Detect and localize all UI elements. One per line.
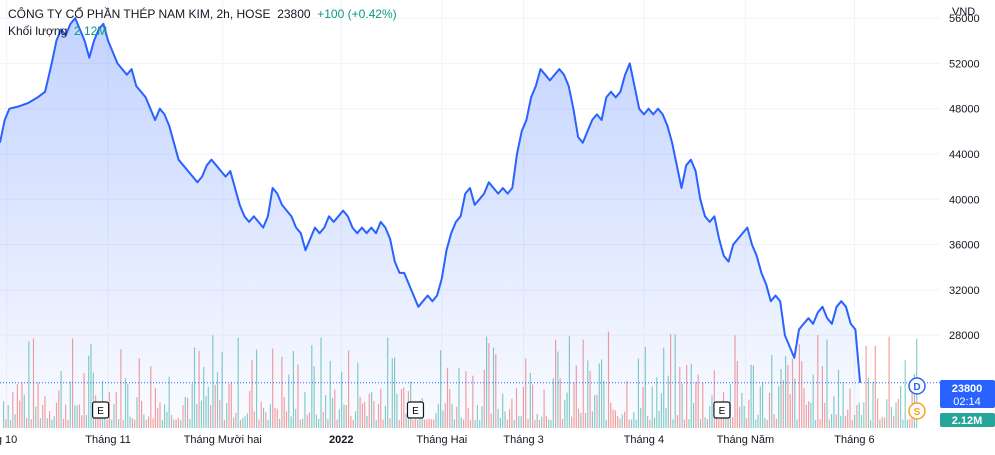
volume-bar (867, 377, 869, 428)
legend-symbol-row: CÔNG TY CỔ PHẦN THÉP NAM KIM, 2h, HOSE 2… (8, 6, 397, 23)
earnings-marker-box (713, 401, 731, 419)
split-marker-circle (908, 402, 926, 420)
legend-last-price: 23800 (277, 7, 311, 21)
volume-bar (881, 416, 883, 428)
y-axis[interactable]: 28000 32000 36000 40000 44000 48000 52000 56000 (949, 13, 980, 342)
volume-bar (902, 419, 904, 428)
volume-bar (904, 360, 906, 428)
legend-volume-value: 2.12M (73, 24, 108, 38)
volume-tag-value: 2.12M (952, 415, 983, 427)
currency-label: VND (952, 6, 976, 18)
price-tag-countdown: 02:14 (953, 396, 981, 408)
x-tick-label: Tháng 4 (624, 434, 664, 446)
earnings-marker[interactable]: E (406, 401, 425, 419)
price-tag: 23800 02:14 (940, 380, 995, 408)
volume-bar (883, 417, 886, 428)
volume-bar (897, 398, 899, 428)
earnings-marker[interactable]: E (91, 401, 110, 419)
volume-bar (863, 402, 865, 428)
split-marker-letter: S (914, 407, 921, 418)
earnings-marker-box (91, 401, 110, 419)
y-tick-label: 48000 (949, 104, 980, 116)
earnings-marker[interactable]: E (713, 401, 731, 419)
volume-tag: 2.12M (940, 413, 995, 427)
dividend-marker-circle (908, 377, 926, 395)
y-tick-label: 36000 (949, 240, 980, 252)
earnings-marker-letter: E (97, 406, 104, 417)
x-axis[interactable]: g 10 Tháng 11 Tháng Mười hai 2022 Tháng Hai T… (0, 434, 875, 446)
volume-tag-box (940, 413, 995, 427)
volume-bar (906, 419, 909, 428)
x-tick-label: g 10 (0, 434, 17, 446)
price-tag-price: 23800 (952, 383, 983, 395)
split-marker[interactable]: S (908, 402, 926, 420)
volume-bar (879, 419, 881, 428)
price-tag-box (940, 380, 995, 408)
x-tick-label: Tháng Hai (416, 434, 467, 446)
volume-bar (909, 418, 911, 428)
y-tick-label: 44000 (949, 149, 980, 161)
earnings-marker-letter: E (412, 406, 419, 417)
x-tick-label: Tháng 3 (503, 434, 543, 446)
volume-bar (890, 406, 892, 428)
price-line[interactable] (0, 17, 862, 383)
volume-bar (913, 374, 915, 428)
volume-bar (900, 385, 902, 428)
x-tick-label: Tháng 11 (85, 434, 131, 446)
x-tick-label: Tháng Mười hai (184, 434, 262, 446)
earnings-marker-box (406, 401, 425, 419)
y-tick-label: 28000 (949, 330, 980, 342)
volume-bar (872, 381, 874, 428)
y-tick-label: 52000 (949, 58, 980, 70)
y-tick-label: 32000 (949, 285, 980, 297)
legend-volume-row: Khối lượng 2.12M (8, 23, 397, 40)
dividend-marker[interactable]: D (908, 377, 926, 395)
x-tick-label: Tháng 6 (834, 434, 874, 446)
x-tick-label: Tháng Năm (717, 434, 774, 446)
volume-bar (893, 415, 895, 428)
chart-legend: CÔNG TY CỔ PHẦN THÉP NAM KIM, 2h, HOSE 2… (8, 6, 397, 40)
volume-bar (865, 345, 867, 428)
legend-change: +100 (+0.42%) (317, 7, 397, 21)
volume-bar (886, 399, 888, 428)
legend-symbol[interactable]: CÔNG TY CỔ PHẦN THÉP NAM KIM, 2h, HOSE (8, 7, 271, 21)
volume-bar (874, 345, 876, 428)
volume-bar (895, 402, 897, 428)
y-tick-label: 56000 (949, 13, 980, 25)
dividend-marker-letter: D (913, 382, 920, 393)
volume-bar (870, 419, 872, 428)
legend-volume-label[interactable]: Khối lượng (8, 24, 68, 38)
volume-bar (888, 336, 890, 428)
x-tick-label: 2022 (329, 434, 353, 446)
price-area-fill (0, 18, 861, 428)
volume-bar (860, 414, 863, 428)
y-tick-label: 40000 (949, 194, 980, 206)
volume-bar (877, 398, 879, 428)
earnings-marker-letter: E (719, 406, 726, 417)
